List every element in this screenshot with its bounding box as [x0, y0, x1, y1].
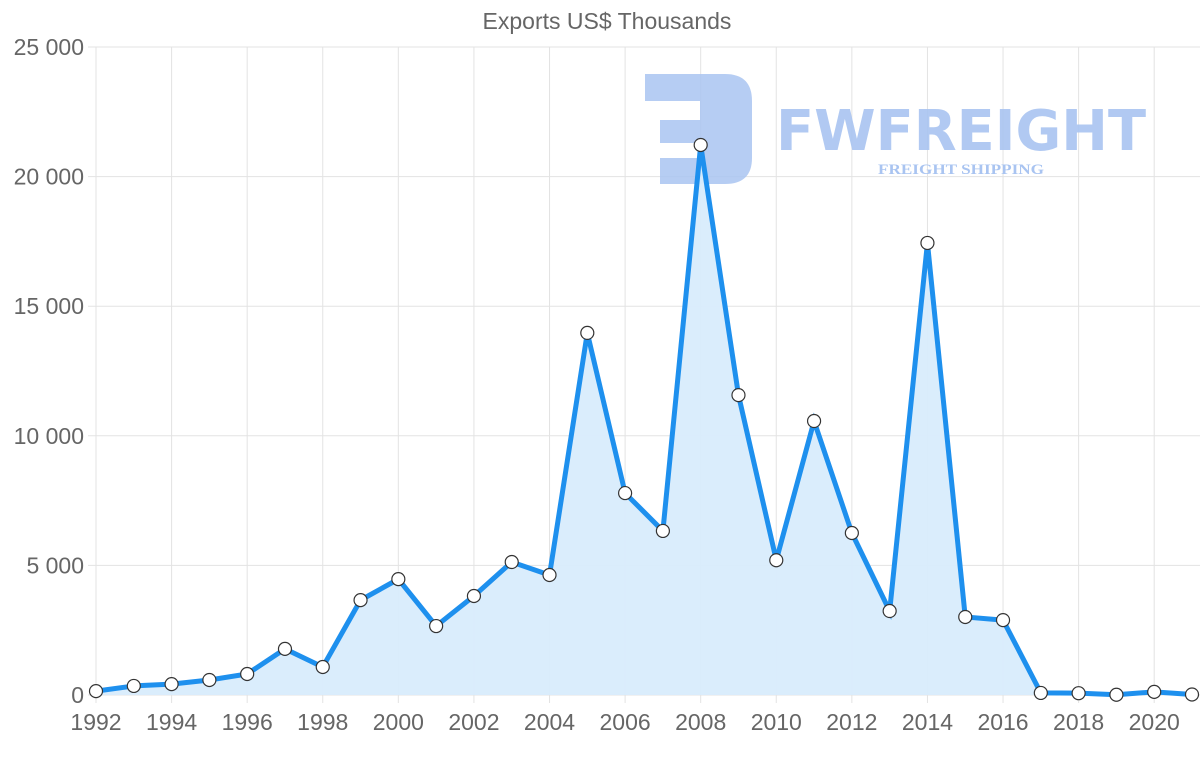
- x-tick-label: 2012: [826, 709, 877, 735]
- y-tick-label: 15 000: [14, 293, 84, 319]
- y-tick-label: 10 000: [14, 423, 84, 449]
- x-tick-label: 2004: [524, 709, 575, 735]
- data-line: [95, 144, 1193, 698]
- x-tick-label: 1998: [297, 709, 348, 735]
- data-point[interactable]: [580, 325, 595, 340]
- data-point[interactable]: [882, 603, 897, 619]
- data-point[interactable]: [655, 523, 670, 539]
- y-axis: 0 5 000 10 000 15 000 20 000 25 000: [14, 34, 84, 708]
- area-fill: [96, 144, 1192, 695]
- y-tick-label: 25 000: [14, 34, 84, 60]
- data-point[interactable]: [618, 485, 633, 501]
- data-point[interactable]: [1033, 685, 1048, 701]
- data-point[interactable]: [995, 612, 1011, 628]
- x-tick-label: 2020: [1129, 709, 1180, 735]
- data-point[interactable]: [277, 641, 293, 656]
- watermark-tagline: FREIGHT SHIPPING: [878, 162, 1044, 178]
- data-point[interactable]: [391, 572, 406, 587]
- y-tick-label: 0: [71, 682, 84, 708]
- x-tick-label: 2008: [675, 709, 726, 735]
- x-tick-label: 1992: [70, 709, 121, 735]
- watermark-brand: FWFREIGHT: [776, 99, 1146, 164]
- x-tick-label: 2016: [977, 709, 1028, 735]
- x-tick-label: 1996: [222, 709, 273, 735]
- data-point[interactable]: [315, 659, 330, 675]
- data-point[interactable]: [466, 588, 482, 604]
- data-point[interactable]: [240, 666, 255, 682]
- x-tick-label: 2006: [600, 709, 651, 735]
- data-point[interactable]: [769, 553, 784, 568]
- data-point[interactable]: [353, 593, 368, 608]
- data-point[interactable]: [1147, 684, 1162, 699]
- data-point[interactable]: [429, 618, 444, 634]
- x-tick-label: 2002: [448, 709, 499, 735]
- x-tick-label: 1994: [146, 709, 197, 735]
- x-tick-label: 2010: [751, 709, 802, 735]
- y-tick-label: 20 000: [14, 164, 84, 190]
- data-point[interactable]: [1109, 687, 1124, 702]
- data-point[interactable]: [806, 413, 822, 429]
- x-tick-label: 2014: [902, 709, 953, 735]
- y-tick-label: 5 000: [26, 552, 84, 578]
- data-point[interactable]: [542, 567, 557, 583]
- chart-title: Exports US$ Thousands: [482, 8, 732, 34]
- x-tick-label: 2000: [373, 709, 424, 735]
- fwfreight-logo-icon: [645, 74, 752, 184]
- fwfreight-watermark: FWFREIGHT FREIGHT SHIPPING: [645, 74, 1146, 184]
- data-point[interactable]: [126, 678, 141, 694]
- data-points: [88, 137, 1200, 702]
- data-point[interactable]: [844, 525, 859, 541]
- data-point[interactable]: [693, 137, 708, 153]
- x-tick-label: 2018: [1053, 709, 1104, 735]
- data-point[interactable]: [731, 388, 746, 403]
- data-point[interactable]: [504, 554, 519, 570]
- data-point[interactable]: [88, 684, 104, 699]
- data-point[interactable]: [202, 672, 217, 688]
- data-point[interactable]: [1071, 686, 1086, 701]
- data-point[interactable]: [920, 235, 935, 251]
- x-axis: 1992 1994 1996 1998 2000 2002 2004 2006 2008 2010…: [70, 709, 1179, 735]
- data-point[interactable]: [1184, 687, 1200, 702]
- data-point[interactable]: [958, 609, 973, 625]
- data-point[interactable]: [164, 677, 179, 692]
